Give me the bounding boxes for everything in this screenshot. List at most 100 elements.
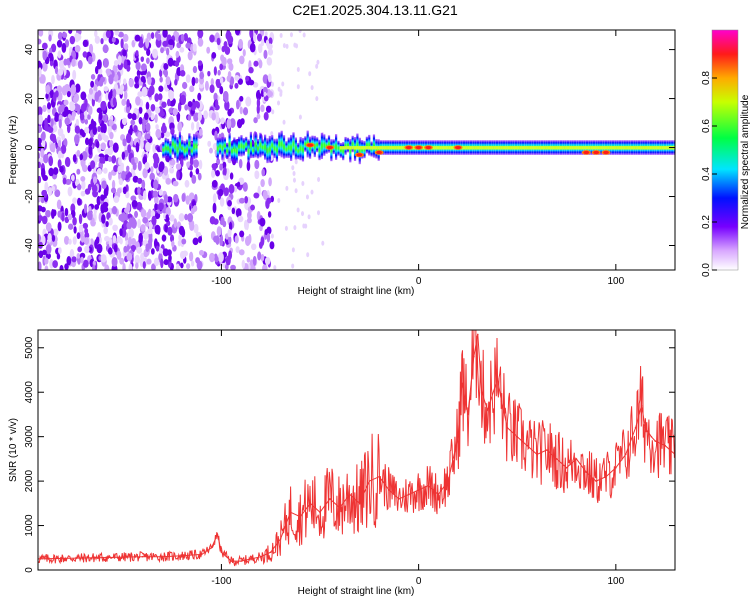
noise-blob (67, 186, 73, 197)
noise-blob (143, 231, 149, 240)
noise-blob (210, 78, 214, 87)
noise-blob (108, 139, 114, 148)
noise-blob (57, 50, 62, 59)
noise-speck (302, 223, 306, 229)
signal-column (290, 134, 293, 162)
noise-blob (52, 260, 58, 269)
signal-core (533, 146, 536, 150)
signal-core (422, 146, 425, 150)
noise-speck (294, 159, 298, 165)
noise-blob (61, 32, 68, 39)
noise-speck (310, 85, 314, 91)
noise-blob (64, 263, 69, 270)
noise-blob (207, 140, 212, 147)
noise-blob (111, 205, 118, 215)
noise-blob (260, 236, 265, 247)
noise-blob (79, 252, 86, 259)
noise-blob (109, 131, 114, 140)
noise-blob (195, 231, 202, 238)
noise-blob (63, 99, 69, 106)
noise-blob (236, 181, 241, 188)
noise-blob (91, 217, 95, 225)
snr-y-ticks: 0 1000 2000 3000 4000 5000 (24, 336, 675, 573)
noise-blob (49, 258, 54, 269)
noise-blob (38, 175, 42, 184)
snr-data-point (486, 409, 489, 411)
noise-blob (41, 215, 48, 225)
noise-blob (102, 201, 109, 208)
peak-point (455, 145, 462, 150)
noise-blob (64, 156, 71, 168)
signal-column (219, 138, 222, 155)
snr-y-label: SNR (10 * v/v) (8, 418, 19, 482)
noise-blob (140, 224, 146, 232)
noise-blob (121, 98, 127, 106)
noise-blob (48, 52, 54, 59)
signal-core (448, 146, 451, 150)
noise-blob (126, 221, 132, 230)
noise-blob (229, 118, 236, 128)
signal-column (275, 138, 279, 162)
noise-blob (189, 221, 195, 232)
noise-blob (253, 192, 260, 199)
noise-blob (52, 228, 59, 236)
signal-core (538, 146, 541, 150)
signal-core (543, 146, 546, 150)
noise-blob (157, 225, 161, 235)
signal-column (181, 140, 184, 157)
noise-blob (227, 200, 232, 207)
noise-blob (135, 61, 141, 71)
noise-blob (90, 80, 95, 88)
signal-core (637, 146, 641, 150)
snr-data-point (634, 426, 637, 429)
noise-blob (45, 244, 52, 255)
noise-blob (216, 158, 221, 166)
noise-blob (155, 128, 162, 138)
noise-blob (175, 50, 180, 58)
noise-blob (53, 167, 59, 175)
noise-blob (230, 264, 236, 270)
snr-data-point (417, 489, 420, 491)
noise-blob (45, 84, 51, 95)
noise-blob (249, 30, 254, 39)
signal-core (569, 146, 572, 150)
signal-core (441, 146, 444, 150)
noise-speck (273, 265, 277, 270)
snr-panel: -100 0 100 0 1000 2000 3000 4000 5000 Height of… (8, 329, 676, 597)
signal-core (342, 146, 345, 150)
noise-blob (97, 90, 102, 97)
noise-blob (121, 151, 126, 160)
signal-core (640, 146, 643, 150)
noise-blob (120, 38, 124, 49)
snr-data-point (615, 466, 617, 469)
noise-speck (277, 86, 281, 92)
noise-blob (219, 197, 225, 207)
noise-blob (142, 261, 146, 269)
noise-blob (190, 260, 195, 267)
signal-core (358, 146, 361, 150)
noise-blob (221, 56, 227, 66)
noise-blob (253, 32, 257, 43)
noise-blob (103, 135, 109, 143)
noise-speck (263, 91, 267, 97)
noise-blob (257, 251, 262, 261)
noise-blob (44, 123, 49, 132)
noise-blob (235, 30, 241, 36)
signal-core (377, 146, 380, 150)
noise-blob (79, 153, 84, 161)
noise-blob (153, 257, 160, 267)
signal-core (394, 146, 397, 150)
colorbar-tick-label: 0.2 (701, 215, 712, 229)
noise-blob (176, 111, 181, 123)
noise-blob (142, 167, 148, 179)
noise-blob (58, 59, 65, 69)
spectrogram-x-tick-label: 100 (607, 276, 624, 287)
signal-core (611, 146, 615, 150)
noise-blob (262, 189, 268, 200)
noise-blob (172, 108, 178, 116)
noise-blob (50, 43, 57, 53)
noise-blob (159, 111, 165, 117)
signal-core (626, 146, 629, 150)
noise-blob (50, 118, 54, 128)
noise-blob (123, 245, 128, 253)
